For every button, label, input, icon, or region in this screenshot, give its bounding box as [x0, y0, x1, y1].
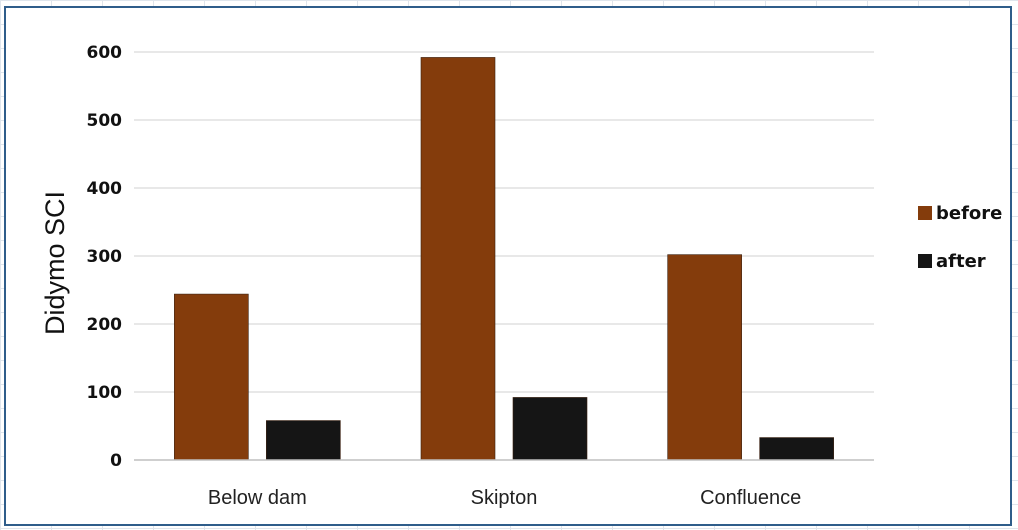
y-tick-label: 100 [87, 383, 123, 403]
bar-before-skipton [420, 57, 496, 461]
legend-swatch-after [918, 254, 932, 268]
x-category-label: Below dam [208, 487, 307, 509]
bar-before-below-dam [174, 293, 249, 461]
legend-label-after: after [936, 251, 986, 272]
bars [174, 57, 834, 461]
x-category-label: Confluence [700, 487, 801, 509]
bar-after-skipton [512, 397, 588, 461]
bar-after-confluence [759, 437, 834, 461]
y-axis-title: Didymo SCI [40, 191, 70, 335]
bar-after-below-dam [266, 420, 341, 461]
gridlines [134, 51, 874, 393]
bar-chart: 0 100 200 300 400 500 600 Below dam Skipton Conf… [40, 43, 1002, 509]
legend-swatch-before [918, 206, 932, 220]
x-category-label: Skipton [471, 487, 538, 509]
legend-label-before: before [936, 203, 1002, 224]
y-axis-tick-labels: 0 100 200 300 400 500 600 [87, 43, 123, 471]
chart-frame[interactable]: 0 100 200 300 400 500 600 Below dam Skipton Conf… [4, 6, 1012, 526]
y-tick-label: 0 [110, 451, 122, 471]
bar-before-confluence [667, 254, 742, 461]
legend[interactable]: before after [918, 203, 1002, 272]
y-tick-label: 500 [87, 111, 123, 131]
y-tick-label: 600 [87, 43, 123, 63]
x-axis-category-labels: Below dam Skipton Confluence [208, 487, 801, 509]
y-tick-label: 400 [87, 179, 123, 199]
y-tick-label: 300 [87, 247, 123, 267]
y-tick-label: 200 [87, 315, 123, 335]
